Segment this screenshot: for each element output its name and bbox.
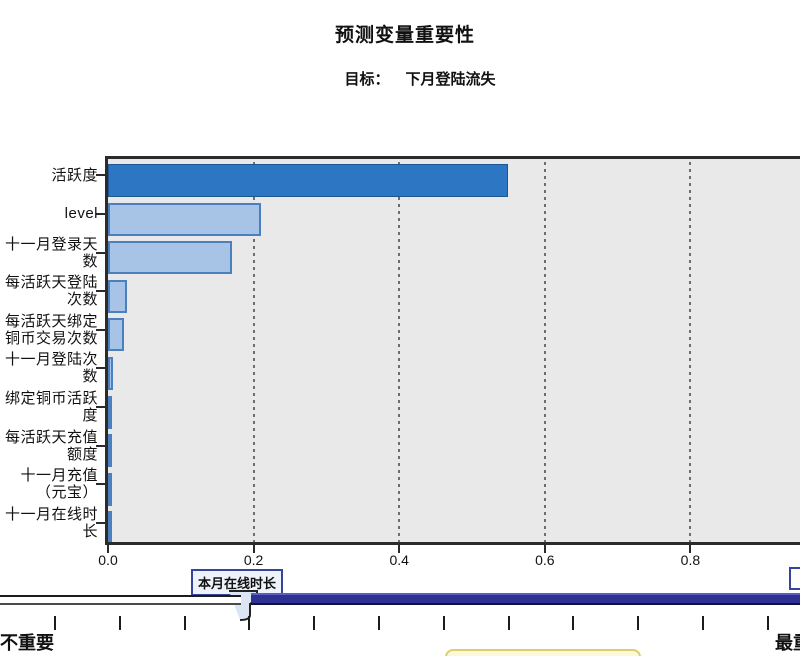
- bar-7[interactable]: [108, 395, 112, 429]
- cutoff-tooltip: [789, 567, 800, 590]
- slider-ruler-tick: [248, 616, 251, 630]
- x-axis-tick: [398, 545, 401, 553]
- gridline: [689, 162, 692, 542]
- y-axis-label: 每活跃天登陆 次数: [4, 274, 98, 309]
- x-axis-tick-label: 0.8: [680, 552, 701, 568]
- bar-10[interactable]: [108, 511, 112, 545]
- y-axis-tick: [96, 212, 105, 215]
- y-axis-label: 每活跃天绑定 铜币交易次数: [4, 312, 98, 347]
- x-axis-tick: [252, 545, 255, 553]
- y-axis-tick: [96, 521, 105, 524]
- slider-ruler-tick: [572, 616, 575, 630]
- y-axis-tick: [96, 444, 105, 447]
- chart-title: 预测变量重要性: [334, 25, 475, 46]
- slider-label-not-important: 不重要: [0, 633, 54, 653]
- bar-6[interactable]: [108, 357, 113, 390]
- gridline: [543, 162, 546, 542]
- bar-8[interactable]: [108, 434, 112, 468]
- bar-4[interactable]: [108, 279, 127, 313]
- y-axis-label: 绑定铜币活跃 度: [4, 389, 98, 424]
- x-axis-line: [105, 542, 800, 545]
- slider-ruler-tick: [637, 616, 640, 630]
- y-axis-line: [105, 156, 108, 545]
- x-axis-tick-label: 0.6: [535, 552, 555, 568]
- target-value: 下月登陆流失: [405, 71, 496, 88]
- x-axis-tick-label: 0.0: [98, 552, 118, 568]
- y-axis-label: 活跃度: [51, 166, 98, 184]
- slider-label-most-important: 最重要: [775, 633, 800, 653]
- slider-ruler-tick: [702, 616, 704, 630]
- y-axis-tick: [96, 328, 105, 331]
- y-axis-label: 十一月充值 （元宝）: [20, 467, 98, 502]
- slider-track-right[interactable]: [251, 593, 800, 605]
- x-axis-tick-label: 0.2: [243, 552, 264, 568]
- bar-5[interactable]: [108, 318, 124, 352]
- slider-ruler-tick: [313, 616, 316, 630]
- bar-2[interactable]: [108, 202, 261, 236]
- slider-ruler-tick: [183, 616, 186, 630]
- y-axis-label: 每活跃天充值 额度: [4, 428, 98, 463]
- gridline: [398, 162, 401, 542]
- slider-ruler-tick: [507, 616, 510, 630]
- y-axis-tick: [96, 174, 105, 177]
- slider-ruler-tick: [378, 616, 380, 630]
- y-axis-tick: [96, 367, 105, 370]
- x-axis-tick: [543, 545, 546, 553]
- slider-ruler-tick: [54, 616, 56, 630]
- y-axis-tick: [96, 290, 105, 293]
- y-axis-tick: [96, 405, 105, 408]
- gridline: [252, 162, 255, 542]
- bottom-yellow-tooltip: [445, 649, 641, 656]
- y-axis-label: 十一月登录天 数: [4, 235, 98, 270]
- x-axis-tick-label: 0.4: [389, 552, 409, 568]
- slider-track-left[interactable]: [0, 595, 241, 605]
- y-axis-label: level: [64, 205, 98, 223]
- bar-3[interactable]: [108, 241, 232, 275]
- y-axis-label: 十一月在线时 长: [4, 505, 98, 540]
- chart-subtitle: 目标： 下月登陆流失: [40, 68, 800, 89]
- slider-ruler-tick: [118, 616, 121, 630]
- bar-1[interactable]: [108, 164, 508, 197]
- plot-area: [108, 156, 800, 545]
- y-axis-tick: [96, 251, 105, 254]
- y-axis-tick: [96, 483, 105, 486]
- slider-ruler-tick: [766, 616, 769, 630]
- x-axis-tick: [107, 545, 109, 553]
- target-label: 目标：: [344, 71, 390, 88]
- y-axis-label: 十一月登陆次 数: [4, 351, 98, 386]
- bar-9[interactable]: [108, 472, 112, 506]
- slider-ruler-tick: [442, 616, 445, 630]
- x-axis-tick: [689, 545, 692, 553]
